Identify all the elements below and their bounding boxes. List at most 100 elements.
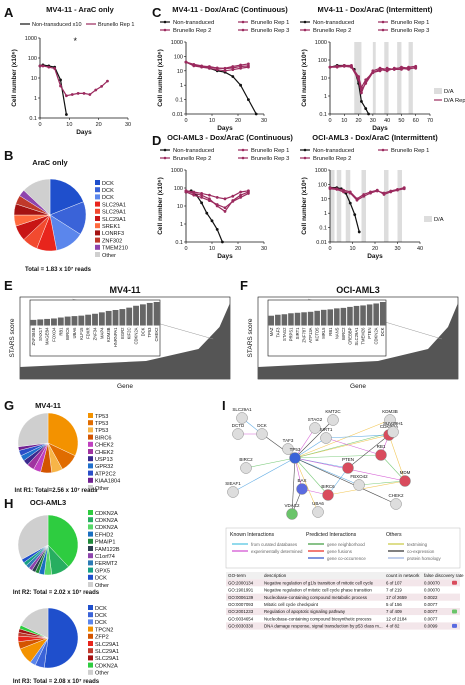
legend-swatch (88, 524, 93, 530)
data-point (65, 94, 68, 98)
network-node-stag2 (309, 422, 321, 434)
x-axis-label: Days (372, 125, 388, 132)
inset-gene-label: FOXO4 (51, 327, 56, 342)
data-point (88, 93, 92, 96)
data-point (70, 93, 74, 96)
legend-label: D/A (434, 217, 444, 223)
data-point (389, 189, 393, 193)
data-point (400, 68, 403, 71)
shaded-treatment-band (397, 42, 402, 114)
x-axis-label: Days (217, 125, 233, 132)
data-point (342, 64, 346, 68)
network-edge (294, 431, 394, 459)
network-node-kdm3b (384, 414, 396, 426)
inset-bar (275, 314, 281, 326)
legend-label: TP53 (95, 421, 108, 427)
inset-bar (340, 307, 347, 326)
x-tick-label: 30 (394, 246, 400, 252)
legend-label: CDKN2A (95, 663, 118, 669)
x-axis-label: Days (76, 129, 92, 136)
legend-label: FAM122B (95, 547, 120, 553)
network-node-label: TAF3 (283, 438, 294, 443)
network-node-label: PTEN (342, 457, 354, 462)
data-point (402, 186, 406, 189)
table-cell: GO:0034654 (228, 616, 254, 621)
inset-gene-label: SLC29A1 (354, 327, 359, 346)
data-point (350, 64, 353, 68)
data-point (400, 65, 403, 69)
legend-label: DCK (95, 620, 107, 626)
data-point (348, 191, 352, 195)
legend-label: SLC29A1 (95, 649, 119, 655)
legend-swatch (88, 485, 93, 490)
table-cell: 7 of 219 (386, 588, 402, 593)
data-point (362, 194, 366, 198)
legend-swatch (88, 669, 93, 675)
data-point (59, 84, 62, 88)
pie-title: MV4-11 (35, 401, 61, 410)
table-cell: Negative regulation of g1/s transition o… (264, 580, 374, 585)
y-tick-label: 100 (28, 56, 37, 62)
x-tick-label: 10 (341, 118, 347, 124)
x-tick-label: 0 (184, 246, 187, 252)
x-tick-label: 30 (261, 118, 267, 124)
network-edge (294, 457, 360, 486)
data-point (364, 107, 368, 110)
network-edge (245, 457, 296, 469)
y-tick-label: 1 (324, 94, 327, 100)
x-tick-label: 10 (66, 122, 72, 128)
chart-title: MV4-11 (109, 285, 140, 295)
network-node-uba6 (312, 506, 324, 518)
network-node-taf3 (282, 443, 294, 455)
pie-slice-tp53 (47, 412, 79, 457)
table-cell: DNA damage response, signal transduction… (264, 624, 383, 629)
data-point (53, 67, 57, 70)
y-tick-label: 1 (34, 96, 37, 102)
data-point (247, 62, 250, 66)
data-point (360, 100, 363, 103)
y-axis-label: Cell number (x10⁶) (157, 49, 164, 107)
legend-label: Brunello Rep 2 (313, 156, 351, 162)
table-header: GO-term (228, 573, 246, 578)
legend-swatch (88, 641, 93, 646)
legend-swatch (88, 463, 93, 469)
x-tick-label: 20 (372, 246, 378, 252)
data-point (367, 112, 370, 116)
legend-label: ZFP2 (95, 635, 109, 641)
legend-label: protein homology (407, 556, 441, 561)
table-cell: Nucleobase-containing compound biosynthe… (264, 616, 372, 621)
gene-distribution (20, 303, 230, 379)
legend-label: SLC29A1 (102, 217, 126, 223)
network-node-label: FBXO42 (350, 474, 368, 479)
inset-gene-label: ZNF384B (31, 327, 36, 345)
inset-gene-label: PRPS1 (288, 327, 293, 341)
inset-gene-label: MAZ (269, 327, 274, 336)
x-axis-label: Gene (350, 383, 366, 390)
network-node-birc2 (240, 462, 252, 474)
legend-label: Brunello Rep 2 (313, 28, 351, 34)
legend-label: gene co-occurrence (327, 556, 366, 561)
x-tick-label: 70 (427, 118, 433, 124)
legend-marker (381, 28, 385, 32)
legend-label: from curated databases (251, 542, 298, 547)
table-cell: GO:1901991 (228, 588, 254, 593)
pie-total: Int R1: Total=2.56 x 10⁷ reads (15, 488, 99, 494)
table-cell: GO:0007093 (228, 602, 254, 607)
table-cell: 0.00070 (424, 580, 440, 585)
inset-gene-label: RB1 (328, 327, 333, 336)
y-tick-label: 1000 (315, 168, 327, 174)
table-cell: 5 of 156 (386, 602, 402, 607)
legend-swatch (88, 648, 93, 654)
data-point (392, 68, 396, 71)
network-node-label: DCK (257, 423, 267, 428)
legend-swatch (88, 612, 93, 618)
inset-gene-label: MAGEB4 (45, 327, 50, 345)
legend-swatch (95, 187, 100, 193)
data-point (382, 191, 386, 195)
inset-gene-label: UBA6 (72, 327, 77, 339)
inset-gene-label: SIRT1 (295, 327, 300, 339)
legend-swatch (88, 477, 93, 483)
network-node-label: MDM (400, 470, 411, 475)
inset-bar (71, 316, 78, 326)
data-point (215, 196, 219, 199)
